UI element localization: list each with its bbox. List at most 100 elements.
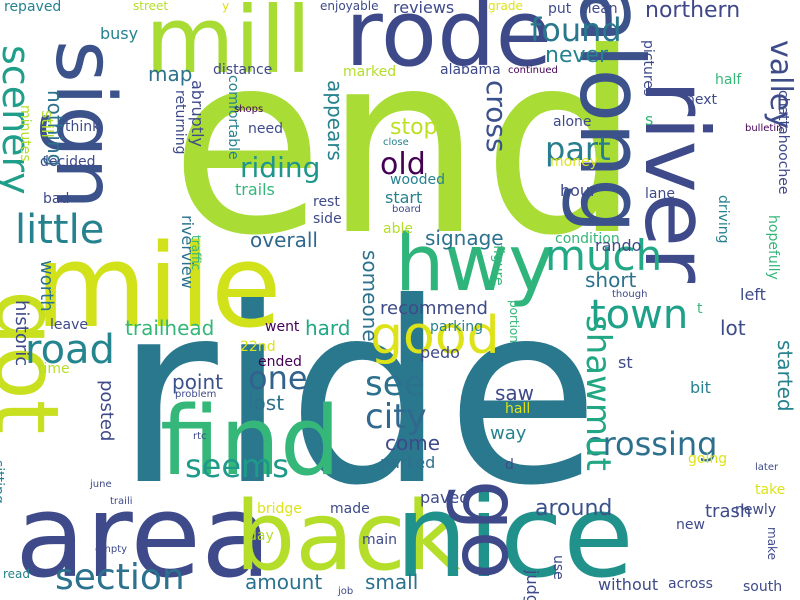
cloud-word-newly: newly [735, 502, 777, 518]
cloud-word-decided: decided [40, 154, 96, 170]
cloud-word-lane: lane [645, 186, 675, 202]
cloud-word-good: good [370, 306, 500, 366]
cloud-word-amount: amount [245, 570, 323, 594]
cloud-word-problem: problem [175, 389, 217, 400]
cloud-word-think: think [65, 119, 101, 135]
cloud-word-portion: portion [507, 300, 521, 343]
cloud-word-traffic: traffic [189, 235, 203, 271]
cloud-word-parking: parking [430, 319, 483, 335]
cloud-word-trailhead: trailhead [125, 316, 215, 340]
cloud-word-read: read [3, 567, 31, 581]
cloud-word-appears: appears [323, 80, 347, 161]
cloud-word-june: june [90, 479, 112, 490]
cloud-word-worth: worth [36, 260, 57, 312]
cloud-word-signage: signage [425, 226, 504, 250]
cloud-word-lot: lot [720, 316, 746, 340]
cloud-word-pictures: pictures [640, 40, 656, 97]
cloud-word-main: main [362, 532, 397, 548]
cloud-word-map: map [148, 62, 193, 86]
cloud-word-mile: mile [35, 220, 282, 354]
cloud-word-wooded: wooded [390, 172, 445, 188]
cloud-word-comfortable: comfortable [225, 75, 241, 160]
cloud-word-come: come [385, 431, 441, 455]
cloud-word-board: board [392, 204, 421, 215]
cloud-word-t: t [697, 301, 703, 317]
cloud-word-started: started [773, 340, 797, 412]
cloud-word-bit: bit [690, 378, 711, 397]
cloud-word-put: put [548, 1, 572, 17]
cloud-word-south: south [743, 579, 783, 595]
cloud-word-short: short [585, 268, 637, 292]
cloud-word-town: town [590, 292, 689, 338]
cloud-word-nice: nice [395, 470, 634, 600]
cloud-word-overall: overall [250, 228, 318, 252]
cloud-word-make: make [765, 527, 779, 560]
cloud-word-going: going [688, 451, 728, 467]
cloud-word-back: back [235, 482, 461, 592]
cloud-word-ride: ride [115, 249, 600, 540]
cloud-word-hour: hour [560, 181, 597, 200]
cloud-word-old: old [380, 147, 426, 182]
cloud-word-never: never [545, 43, 609, 68]
cloud-word-minutes: minutes [17, 105, 33, 162]
cloud-word-22nd: 22nd [240, 339, 276, 355]
cloud-word-crossing: crossing [585, 425, 718, 463]
cloud-word-posted: posted [96, 380, 117, 442]
cloud-word-lost: lost [248, 391, 285, 415]
cloud-word-section: section [55, 557, 185, 598]
cloud-word-stop: stop [390, 115, 438, 140]
cloud-word-empty: empty [95, 544, 128, 555]
cloud-word-hall: hall [505, 401, 531, 417]
cloud-word-enjoyable: enjoyable [320, 0, 379, 13]
cloud-word-time: time [38, 361, 70, 377]
cloud-word-city: city [365, 397, 427, 437]
cloud-word-busy: busy [100, 24, 139, 43]
cloud-word-little: little [15, 207, 105, 253]
cloud-word-pedo: pedo [420, 343, 460, 362]
cloud-word-though: though [612, 289, 648, 300]
cloud-word-rando: rando [595, 236, 642, 255]
cloud-word-bridge: bridge [257, 501, 302, 517]
cloud-word-hwy: hwy [395, 219, 555, 309]
cloud-word-clean: clean [580, 1, 618, 17]
cloud-word-new: new [676, 517, 705, 533]
cloud-word-later: later [755, 462, 779, 473]
cloud-word-way: way [490, 423, 527, 444]
cloud-word-repaved: repaved [4, 0, 62, 15]
cloud-word-trash: trash [705, 501, 752, 522]
cloud-word-rest: rest [313, 194, 340, 210]
cloud-word-grade: grade [488, 0, 523, 13]
cloud-word-bad: bad [43, 191, 70, 207]
cloud-word-someone: someone [358, 250, 382, 342]
cloud-word-find: find [160, 387, 341, 497]
cloud-word-able: able [383, 221, 413, 237]
cloud-word-went: went [265, 319, 300, 335]
cloud-word-made: made [330, 501, 370, 517]
cloud-word-saw: saw [495, 381, 535, 405]
cloud-word-one: one [248, 359, 308, 397]
cloud-word-day: day [248, 528, 274, 544]
cloud-word-left: left [740, 285, 766, 304]
cloud-word-continued: continued [508, 65, 558, 76]
cloud-word-need: need [248, 121, 283, 137]
cloud-word-chattahoochee: chattahoochee [775, 90, 791, 195]
cloud-word-trails: trails [235, 180, 275, 199]
cloud-word-reviews: reviews [393, 0, 455, 17]
cloud-word-start: start [385, 188, 423, 207]
cloud-word-still: still [38, 110, 57, 138]
cloud-word-judging: judging [523, 570, 542, 600]
cloud-word-across: across [668, 576, 713, 592]
cloud-word-side: side [313, 211, 342, 227]
cloud-word-marked: marked [343, 64, 397, 80]
cloud-word-street: street [133, 0, 169, 13]
cloud-word-ended: ended [258, 354, 302, 370]
cloud-word-condition: condition [555, 231, 620, 247]
cloud-word-money: money [550, 154, 598, 170]
cloud-word-leave: leave [50, 317, 88, 333]
cloud-word-half: half [715, 72, 742, 88]
cloud-word-use: use [550, 555, 566, 580]
cloud-word-northern: northern [645, 0, 741, 23]
cloud-word-found: found [530, 11, 622, 49]
cloud-word-alone: alone [553, 114, 592, 130]
